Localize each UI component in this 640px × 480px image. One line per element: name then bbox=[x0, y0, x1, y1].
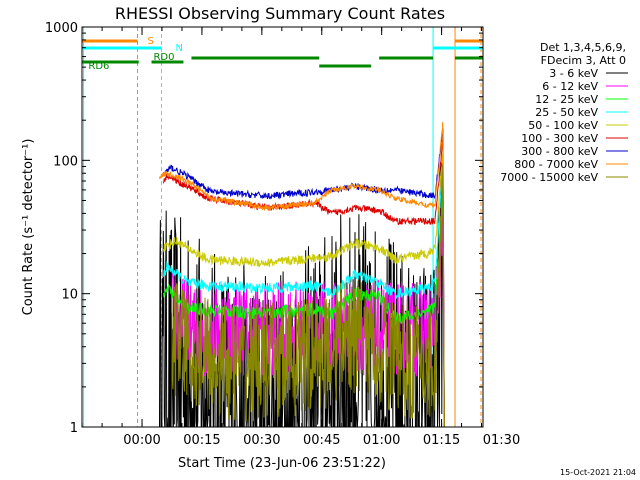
y-tick-label: 1 bbox=[70, 421, 78, 436]
series-line bbox=[171, 164, 445, 428]
legend-entry: 6 - 12 keV bbox=[542, 80, 598, 93]
legend-header: FDecim 3, Att 0 bbox=[541, 54, 626, 67]
y-tick-label: 1000 bbox=[45, 21, 78, 36]
chart-title: RHESSI Observing Summary Count Rates bbox=[115, 4, 445, 23]
legend-entry: 100 - 300 keV bbox=[521, 132, 598, 145]
legend-entry: 3 - 6 keV bbox=[549, 67, 598, 80]
x-tick-label: 01:30 bbox=[483, 433, 520, 448]
x-tick-label: 00:15 bbox=[183, 433, 220, 448]
x-tick-label: 01:00 bbox=[363, 433, 400, 448]
flag-label: RD6 bbox=[88, 61, 109, 72]
flag-label: RD0 bbox=[153, 52, 174, 63]
series-line bbox=[163, 162, 445, 428]
x-tick-label: 00:45 bbox=[303, 433, 340, 448]
series-line bbox=[159, 121, 445, 428]
series-line bbox=[163, 153, 445, 428]
x-tick-label: 00:00 bbox=[123, 433, 160, 448]
timestamp: 15-Oct-2021 21:04 bbox=[560, 468, 636, 477]
legend-header: Det 1,3,4,5,6,9, bbox=[540, 41, 626, 54]
legend-entry: 12 - 25 keV bbox=[535, 93, 598, 106]
legend-entry: 800 - 7000 keV bbox=[514, 158, 598, 171]
series-line bbox=[163, 137, 445, 428]
y-tick-label: 100 bbox=[53, 154, 78, 169]
y-tick-label: 10 bbox=[61, 288, 78, 303]
legend-entry: 300 - 800 keV bbox=[521, 145, 598, 158]
series-line bbox=[163, 192, 445, 428]
legend-entry: 25 - 50 keV bbox=[535, 106, 598, 119]
x-tick-label: 00:30 bbox=[243, 433, 280, 448]
flag-label: N bbox=[175, 43, 182, 54]
flag-label: S bbox=[148, 36, 154, 47]
series-line bbox=[163, 128, 445, 428]
x-axis-label: Start Time (23-Jun-06 23:51:22) bbox=[178, 456, 386, 471]
y-axis-label: Count Rate (s⁻¹ detector⁻¹) bbox=[21, 139, 36, 316]
legend-entry: 50 - 100 keV bbox=[528, 119, 598, 132]
legend: Det 1,3,4,5,6,9,FDecim 3, Att 03 - 6 keV… bbox=[500, 41, 628, 184]
legend-entry: 7000 - 15000 keV bbox=[500, 171, 598, 184]
x-tick-label: 01:15 bbox=[423, 433, 460, 448]
plot-frame bbox=[81, 26, 484, 428]
